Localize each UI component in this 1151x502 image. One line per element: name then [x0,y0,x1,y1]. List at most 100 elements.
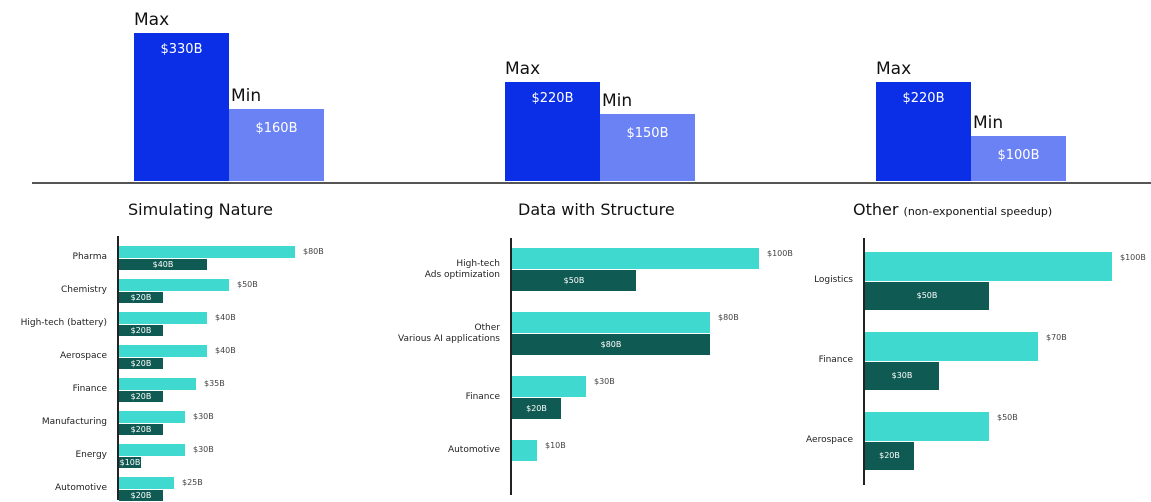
panel-title-text: Other [853,200,898,219]
category-label: Aerospace [60,351,107,362]
low-bar: $20B [119,358,163,369]
high-bar [512,376,586,397]
low-bar-value: $20B [119,326,163,336]
category-label-line: Logistics [814,275,853,286]
low-bar: $20B [119,325,163,336]
max-bar: $220B [876,82,971,181]
high-bar [119,477,174,489]
low-bar-value: $20B [119,491,163,501]
low-bar: $30B [865,362,939,390]
high-bar [512,248,759,269]
category-label-line: Aerospace [60,351,107,362]
min-bar: $100B [971,136,1066,181]
category-label: Energy [75,450,107,461]
low-bar-value: $20B [512,404,561,414]
high-bar [865,252,1112,281]
category-label: Logistics [814,275,853,286]
category-label-line: High-tech (battery) [21,318,107,329]
bar-value-label: $220B [876,91,971,106]
high-bar-value: $40B [215,346,236,356]
max-bar: $330B [134,33,229,181]
low-bar-value: $20B [119,293,163,303]
category-label-line: Manufacturing [42,417,107,428]
low-bar: $80B [512,334,710,355]
high-bar [119,378,196,390]
high-bar-value: $25B [182,478,203,488]
category-label-line: Automotive [448,445,500,456]
bar-value-label: $150B [600,126,695,141]
series-label-max: Max [505,59,540,79]
category-label: Other Various AI applications [398,323,500,345]
category-label-line: Various AI applications [398,334,500,345]
category-label-line: Energy [75,450,107,461]
high-bar [119,444,185,456]
high-bar-value: $35B [204,379,225,389]
series-label-min: Min [231,86,261,106]
category-label: Automotive [448,445,500,456]
category-label: Aerospace [806,435,853,446]
category-label-line: Other [398,323,500,334]
high-bar-value: $40B [215,313,236,323]
category-label: Finance [73,384,107,395]
high-bar-value: $10B [545,441,566,451]
category-label-line: Ads optimization [425,270,500,281]
bar-value-label: $220B [505,91,600,106]
low-bar-value: $20B [119,425,163,435]
category-label-line: Finance [466,392,500,403]
low-bar-value: $50B [512,276,636,286]
series-label-min: Min [973,113,1003,133]
high-bar-value: $30B [193,412,214,422]
high-bar [512,312,710,333]
high-bar [119,279,229,291]
high-bar-value: $80B [303,247,324,257]
category-label: Pharma [73,252,107,263]
high-bar [865,412,989,441]
category-label-line: High-tech [425,259,500,270]
high-bar-value: $50B [997,413,1018,423]
category-label-line: Finance [73,384,107,395]
high-bar [119,345,207,357]
panel-subtitle: (non-exponential speedup) [904,205,1053,218]
high-bar [119,312,207,324]
category-label: High-tech Ads optimization [425,259,500,281]
category-label-line: Chemistry [61,285,107,296]
high-bar [119,246,295,258]
category-label: Finance [819,355,853,366]
category-label-line: Finance [819,355,853,366]
series-label-min: Min [602,91,632,111]
category-label-line: Aerospace [806,435,853,446]
max-bar: $220B [505,82,600,181]
series-label-max: Max [134,10,169,30]
min-bar: $150B [600,114,695,181]
category-label: Finance [466,392,500,403]
panel-title: Data with Structure [518,200,675,219]
category-label: Chemistry [61,285,107,296]
category-label-line: Pharma [73,252,107,263]
low-bar: $40B [119,259,207,270]
low-bar-value: $20B [119,359,163,369]
low-bar-value: $40B [119,260,207,270]
bar-value-label: $160B [229,121,324,136]
min-bar: $160B [229,109,324,181]
low-bar: $20B [865,442,914,470]
low-bar-value: $80B [512,340,710,350]
low-bar: $50B [512,270,636,291]
low-bar-value: $20B [119,392,163,402]
high-bar-value: $100B [1120,253,1146,263]
low-bar: $20B [119,292,163,303]
low-bar: $10B [119,457,141,468]
top-chart-baseline [32,182,1151,184]
low-bar-value: $20B [865,451,914,461]
category-label: High-tech (battery) [21,318,107,329]
low-bar: $50B [865,282,989,310]
low-bar: $20B [512,398,561,419]
series-label-max: Max [876,59,911,79]
high-bar [865,332,1038,361]
low-bar-value: $30B [865,371,939,381]
high-bar-value: $70B [1046,333,1067,343]
low-bar-value: $50B [865,291,989,301]
low-bar-value: $10B [119,458,141,468]
high-bar-value: $80B [718,313,739,323]
high-bar [119,411,185,423]
low-bar: $20B [119,490,163,501]
